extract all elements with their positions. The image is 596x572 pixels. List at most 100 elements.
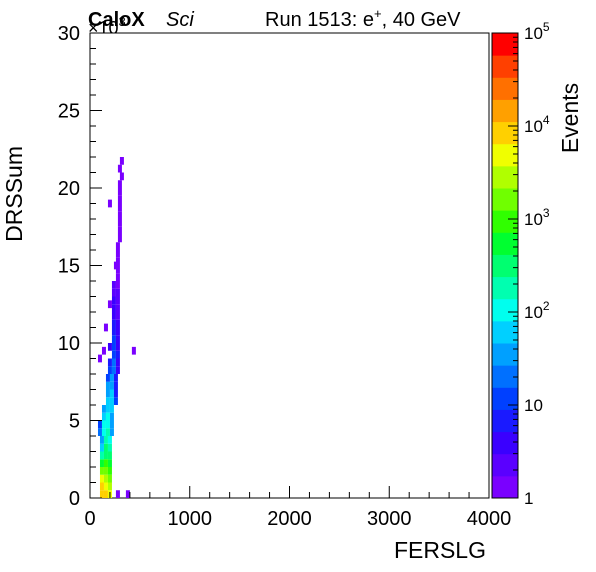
heatmap-cell <box>117 203 122 212</box>
heatmap-cell <box>101 346 106 355</box>
heatmap-cell <box>105 412 110 421</box>
heatmap-cell <box>111 327 116 336</box>
y-tick-label: 20 <box>58 178 80 200</box>
color-bar-band <box>492 254 518 278</box>
heatmap-cell <box>103 467 108 475</box>
heatmap-cell <box>115 490 120 498</box>
heatmap-cell <box>115 273 120 281</box>
heatmap-cell <box>101 412 106 421</box>
color-bar-axis: 1 10 102 103 104 105 <box>508 20 550 508</box>
heatmap-cell <box>109 389 114 398</box>
heatmap-cell <box>105 374 110 382</box>
color-bar-band <box>492 343 518 366</box>
heatmap-cell <box>97 428 102 436</box>
heatmap-cell <box>107 443 112 452</box>
heatmap-cell <box>111 281 116 289</box>
heatmap-cell <box>103 490 108 498</box>
heatmap-cell <box>111 304 116 312</box>
y-axis: 0 5 10 15 20 25 30 <box>58 23 102 510</box>
heatmap-cell <box>109 405 114 413</box>
heatmap-cell <box>111 366 116 374</box>
heatmap-cell <box>105 397 110 405</box>
x-tick-label: 2000 <box>267 508 312 530</box>
heatmap-cell <box>103 482 108 491</box>
heatmap-cell <box>115 242 120 250</box>
y-axis-title: DRSSum <box>1 146 27 242</box>
y-tick-label: 30 <box>58 23 80 45</box>
color-bar-band <box>492 453 518 477</box>
heatmap-cell <box>99 459 104 467</box>
color-bar-band <box>492 475 518 499</box>
heatmap-cell <box>111 296 116 305</box>
heatmap-cell <box>111 335 116 343</box>
heatmap-cell <box>109 374 114 382</box>
heatmap-cell <box>111 312 116 320</box>
color-bar-band <box>492 143 518 167</box>
x-tick-label: 3000 <box>367 508 412 530</box>
y-tick-label: 15 <box>58 256 80 278</box>
energy-label: , 40 GeV <box>382 9 462 31</box>
heatmap-cell <box>97 420 102 429</box>
particle-charge: + <box>374 6 382 21</box>
heatmap-cell <box>115 304 120 312</box>
z-tick-label: 104 <box>524 113 550 136</box>
y-exponent-power: 3 <box>119 14 126 29</box>
heatmap-cell <box>115 350 120 359</box>
heatmap-cell <box>107 358 112 367</box>
run-label: Run 1513: e+, 40 GeV <box>265 6 461 31</box>
heatmap-cell <box>99 467 104 475</box>
heatmap-cell <box>107 343 112 351</box>
heatmap-cell <box>103 443 108 452</box>
color-bar-band <box>492 387 518 410</box>
color-bar-band <box>492 121 518 145</box>
heatmap-cell <box>117 226 122 235</box>
heatmap-cell <box>115 319 120 328</box>
color-bar-band <box>492 365 518 388</box>
heatmap-cell <box>105 405 110 413</box>
heatmap-cell <box>107 436 112 444</box>
heatmap-cell <box>117 219 122 227</box>
heatmap-cell <box>109 397 114 405</box>
heatmap-cells <box>97 157 136 498</box>
heatmap-cell <box>113 374 118 382</box>
color-bar-band <box>492 77 518 100</box>
heatmap-cell <box>105 428 110 436</box>
heatmap-cell <box>109 381 114 390</box>
heatmap-cell <box>119 172 124 181</box>
plot-frame <box>89 32 490 499</box>
heatmap-cell <box>111 288 116 297</box>
heatmap-cell <box>99 474 104 483</box>
heatmap-cell <box>107 459 112 467</box>
z-axis-title: Events <box>557 83 583 153</box>
x-tick-label: 1000 <box>168 508 213 530</box>
heatmap-cell <box>115 327 120 336</box>
color-bar-band <box>492 320 518 344</box>
y-tick-label: 5 <box>69 411 80 433</box>
x-axis: 0 1000 2000 3000 4000 <box>84 486 511 530</box>
color-bar-band <box>492 431 518 455</box>
color-bar-band <box>492 99 518 123</box>
heatmap-cell <box>99 443 104 452</box>
heatmap-cell <box>103 459 108 467</box>
heatmap-cell <box>107 474 112 483</box>
heatmap-cell <box>131 346 136 355</box>
heatmap-cell <box>107 451 112 460</box>
heatmap-cell <box>103 451 108 460</box>
heatmap-cell <box>115 312 120 320</box>
heatmap-cell <box>111 350 116 359</box>
heatmap-cell <box>109 428 114 436</box>
heatmap-cell <box>115 296 120 305</box>
z-tick-label: 1 <box>524 489 533 508</box>
heatmap-cell <box>107 467 112 475</box>
color-bar-band <box>492 409 518 433</box>
y-tick-label: 10 <box>58 333 80 355</box>
heatmap-cell <box>107 300 112 309</box>
z-tick-label: 102 <box>524 299 550 322</box>
heatmap-cell <box>107 366 112 374</box>
experiment-label: CaloX <box>88 9 145 31</box>
color-bar-band <box>492 188 518 211</box>
z-tick-label: 103 <box>524 206 550 229</box>
heatmap-cell <box>103 436 108 444</box>
heatmap-cell <box>101 428 106 436</box>
